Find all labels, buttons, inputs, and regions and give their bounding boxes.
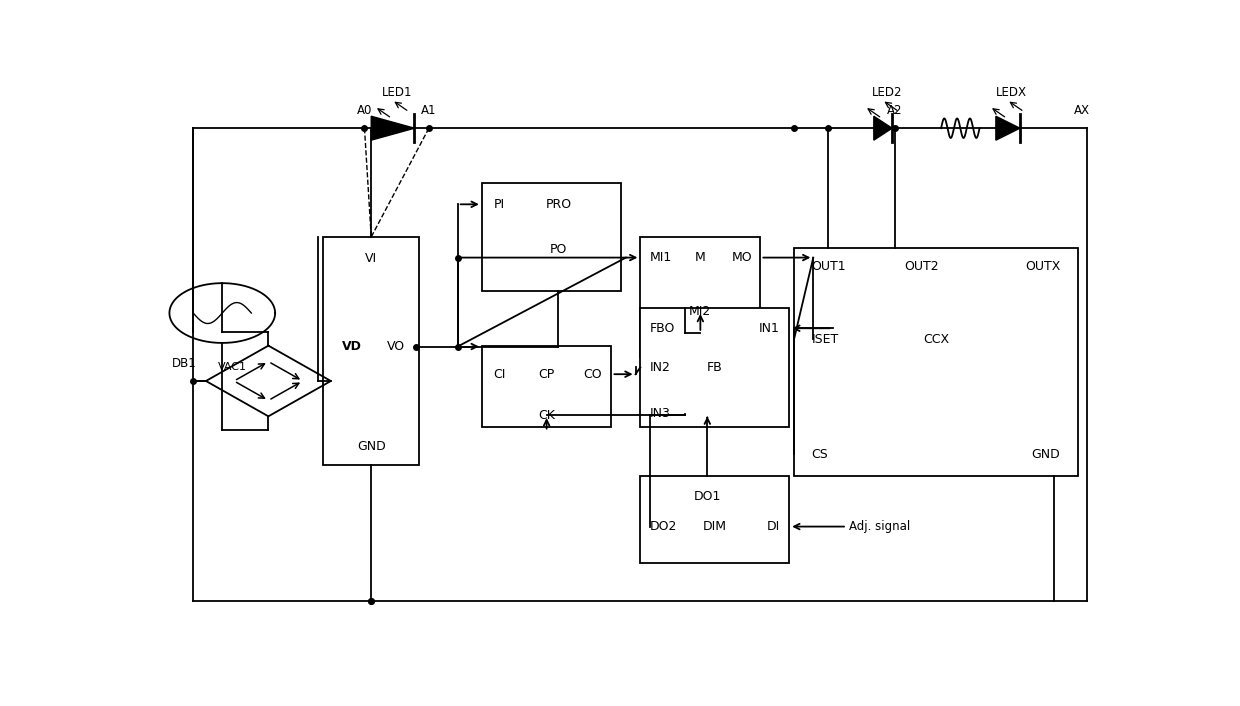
Bar bbox=[794, 248, 1078, 476]
Text: CS: CS bbox=[811, 448, 828, 461]
Text: VD: VD bbox=[342, 340, 362, 353]
Text: DIM: DIM bbox=[703, 520, 727, 533]
Text: MO: MO bbox=[732, 251, 753, 264]
Text: VI: VI bbox=[365, 252, 377, 265]
Text: CP: CP bbox=[538, 368, 554, 381]
Text: A0: A0 bbox=[357, 104, 372, 117]
Text: DI: DI bbox=[766, 520, 780, 533]
Text: DB1: DB1 bbox=[171, 357, 196, 370]
Bar bbox=[481, 346, 611, 427]
Text: M: M bbox=[694, 251, 706, 264]
Text: MI2: MI2 bbox=[689, 304, 712, 318]
Bar bbox=[481, 183, 621, 292]
Text: DO1: DO1 bbox=[693, 490, 720, 503]
Bar bbox=[324, 237, 419, 465]
Text: Adj. signal: Adj. signal bbox=[849, 520, 910, 533]
Text: CCX: CCX bbox=[923, 333, 949, 346]
Text: FBO: FBO bbox=[650, 322, 676, 335]
Text: CI: CI bbox=[494, 368, 506, 381]
Text: DO2: DO2 bbox=[650, 520, 677, 533]
Text: IN1: IN1 bbox=[759, 322, 780, 335]
Text: MI1: MI1 bbox=[650, 251, 672, 264]
Text: IN3: IN3 bbox=[650, 407, 671, 420]
Text: A2: A2 bbox=[888, 104, 903, 117]
Bar bbox=[640, 476, 790, 563]
Text: GND: GND bbox=[357, 440, 386, 453]
Text: A1: A1 bbox=[422, 104, 436, 117]
Text: OUTX: OUTX bbox=[1025, 261, 1060, 273]
Text: LED2: LED2 bbox=[872, 86, 901, 100]
Text: OUT2: OUT2 bbox=[904, 261, 939, 273]
Text: LED1: LED1 bbox=[382, 86, 412, 100]
Text: VO: VO bbox=[387, 340, 404, 353]
Polygon shape bbox=[874, 116, 892, 140]
Text: OUT1: OUT1 bbox=[811, 261, 846, 273]
Text: PI: PI bbox=[494, 198, 505, 211]
Text: ISET: ISET bbox=[811, 333, 838, 346]
Text: PO: PO bbox=[549, 244, 567, 256]
Text: IN2: IN2 bbox=[650, 361, 671, 374]
Text: GND: GND bbox=[1032, 448, 1060, 461]
Text: AX: AX bbox=[1074, 104, 1090, 117]
Bar bbox=[640, 237, 760, 357]
Polygon shape bbox=[996, 116, 1019, 140]
Text: CO: CO bbox=[583, 368, 601, 381]
Bar bbox=[640, 308, 790, 427]
Text: VAC1: VAC1 bbox=[217, 362, 247, 372]
Polygon shape bbox=[371, 116, 414, 140]
Text: FB: FB bbox=[707, 361, 723, 374]
Text: PRO: PRO bbox=[546, 198, 572, 211]
Text: CK: CK bbox=[538, 409, 556, 421]
Text: LEDX: LEDX bbox=[996, 86, 1027, 100]
